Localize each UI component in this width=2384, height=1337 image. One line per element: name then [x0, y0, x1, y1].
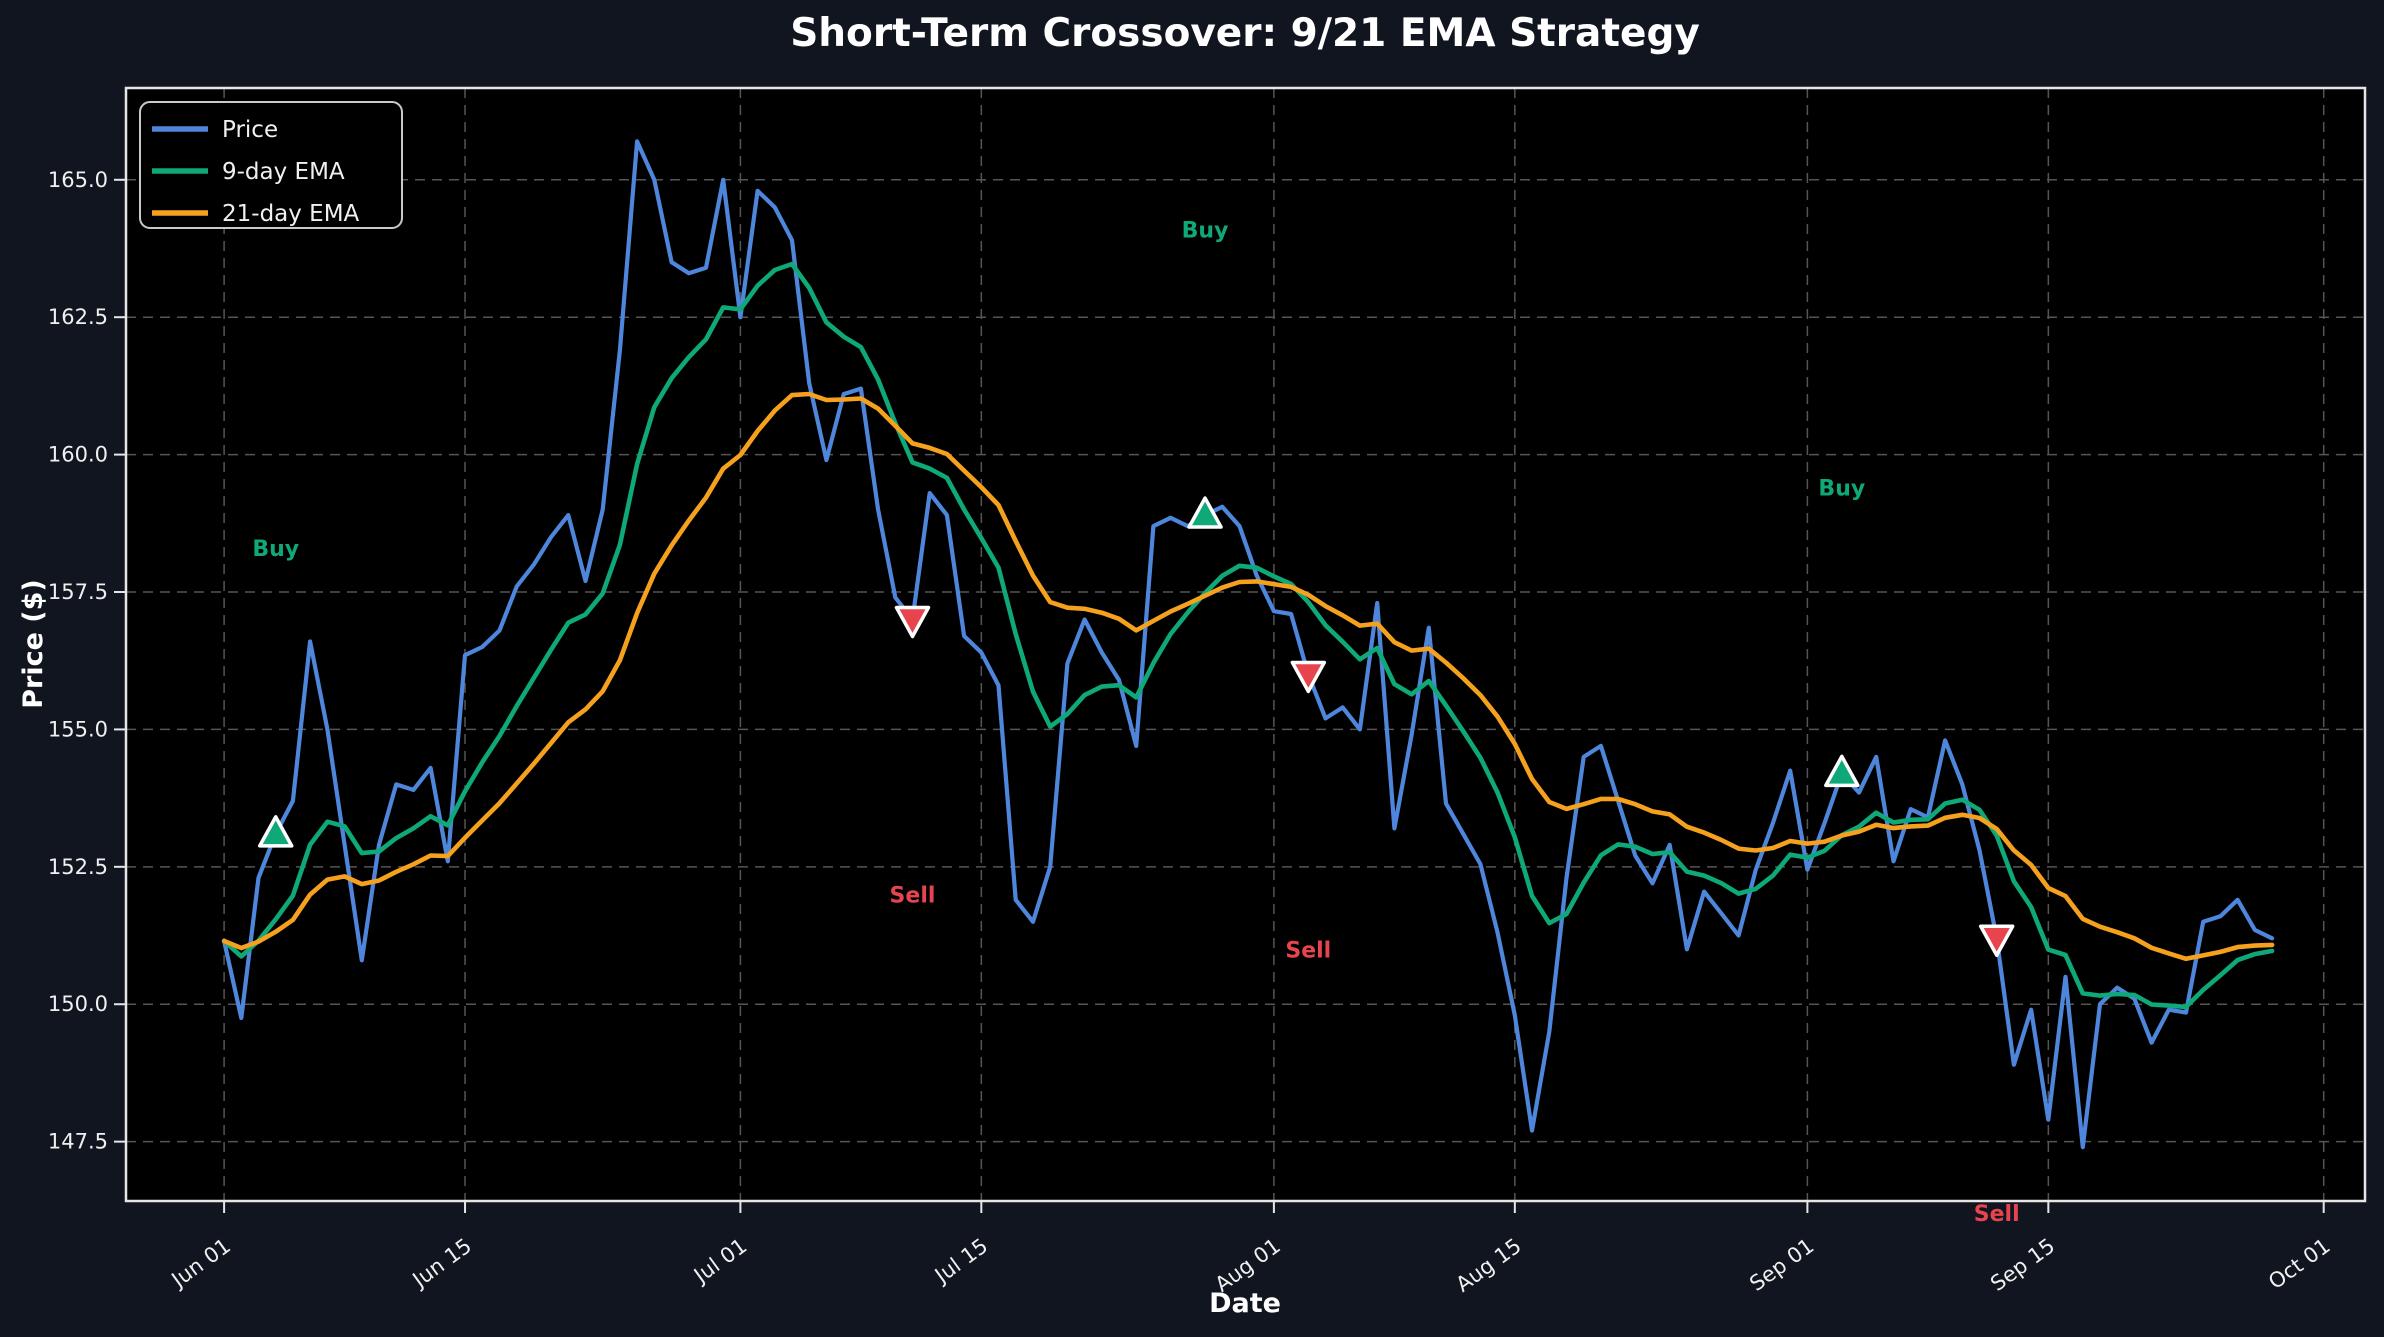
y-tick-label: 157.5 [48, 580, 108, 604]
x-axis-label: Date [1209, 1288, 1281, 1319]
ema21-line [221, 391, 2275, 962]
x-tick-label: Jul 15 [929, 1234, 992, 1289]
y-tick-label: 147.5 [48, 1130, 108, 1154]
x-tick-label: Aug 15 [1451, 1234, 1525, 1297]
sell-marker [894, 605, 931, 639]
sell-marker [1290, 660, 1327, 694]
sell-marker [1978, 924, 2015, 958]
legend-label: 9-day EMA [222, 159, 345, 185]
buy-signal-label: Buy [1818, 477, 1865, 502]
plot-border [124, 86, 2367, 1203]
y-tick-label: 160.0 [48, 443, 108, 467]
buy-signal-label: Buy [1182, 218, 1229, 243]
chart-title: Short-Term Crossover: 9/21 EMA Strategy [790, 11, 1700, 56]
y-tick-label: 162.5 [48, 305, 108, 329]
sell-signal-label: Sell [1974, 1202, 2020, 1227]
legend [139, 101, 403, 229]
buy-marker [257, 815, 294, 848]
buy-marker [1187, 496, 1223, 529]
legend-label: Price [222, 117, 278, 143]
sell-signal-label: Sell [1285, 938, 1331, 963]
sell-signal-label: Sell [890, 883, 936, 908]
y-tick-label: 150.0 [48, 992, 108, 1016]
x-tick-label: Jun 15 [407, 1234, 476, 1294]
ema9-line [221, 261, 2275, 1010]
buy-signal-label: Buy [252, 537, 299, 562]
x-tick-label: Sep 01 [1745, 1234, 1818, 1296]
x-tick-label: Jun 01 [166, 1234, 235, 1294]
x-tick-label: Sep 15 [1986, 1234, 2059, 1296]
x-tick-label: Oct 01 [2264, 1234, 2335, 1294]
y-tick-label: 165.0 [48, 168, 108, 192]
y-tick-label: 152.5 [48, 855, 108, 879]
legend-label: 21-day EMA [222, 201, 360, 227]
y-axis-label: Price ($) [18, 579, 49, 709]
y-tick-label: 155.0 [48, 717, 108, 741]
plot-area [126, 88, 2365, 1201]
buy-marker [1824, 754, 1860, 788]
price-line [222, 139, 2275, 1150]
x-tick-label: Jul 01 [688, 1234, 751, 1289]
